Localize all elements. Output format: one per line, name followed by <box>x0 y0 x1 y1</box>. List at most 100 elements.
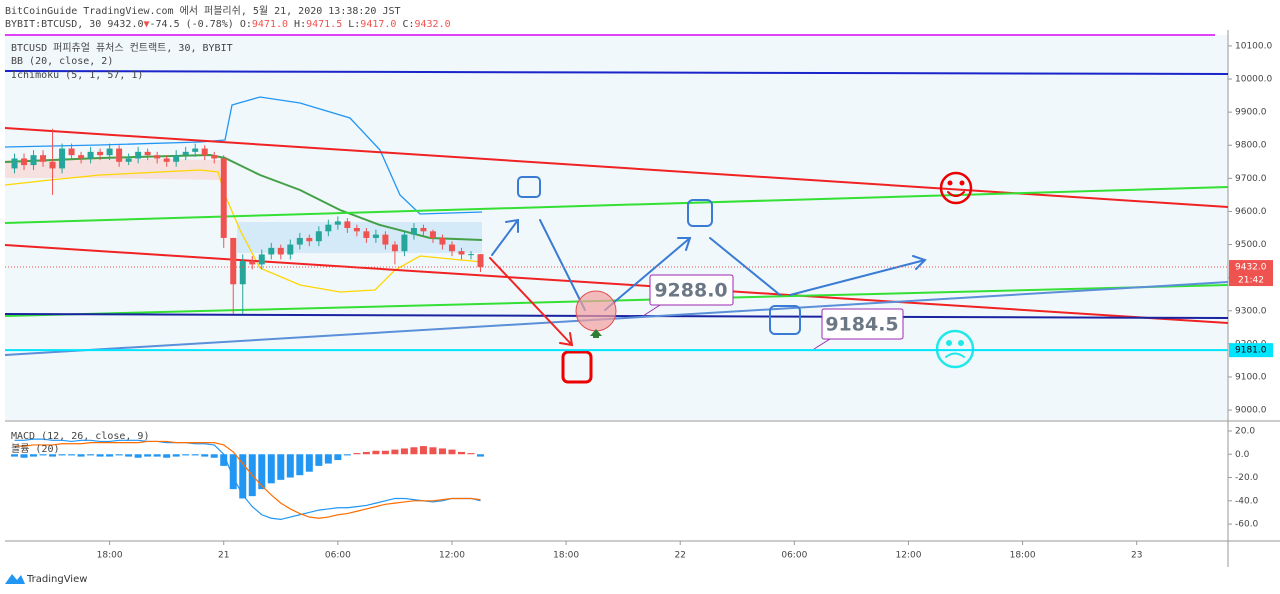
candle-body <box>467 254 474 256</box>
y-tick-label: -20.0 <box>1235 473 1259 483</box>
histogram-bar <box>286 454 294 478</box>
indicator-label: Ichimoku (5, 1, 57, 1) <box>11 70 143 81</box>
x-tick-label: 18:00 <box>1010 551 1036 561</box>
candle-body <box>163 158 170 162</box>
countdown-label: 21:42 <box>1238 276 1264 286</box>
y-tick-label: 9000.0 <box>1235 406 1267 416</box>
histogram-bar <box>267 454 275 484</box>
eye <box>958 340 964 346</box>
y-tick-label: 9800.0 <box>1235 141 1267 151</box>
y-tick-label: 9500.0 <box>1235 240 1267 250</box>
candle-body <box>78 155 85 159</box>
candle-body <box>306 237 313 242</box>
c: 9432.0 <box>415 19 451 30</box>
histogram-bar <box>372 450 380 455</box>
histogram-bar <box>153 454 161 457</box>
smiley <box>939 171 973 205</box>
x-tick-label: 18:00 <box>97 551 123 561</box>
candle-body <box>458 251 465 255</box>
arrow <box>789 255 927 296</box>
hline-badge <box>1229 343 1273 358</box>
o-label: O: <box>240 19 252 30</box>
candle-body <box>325 224 332 232</box>
histogram-bar <box>324 454 332 464</box>
candle-body <box>125 158 132 162</box>
y-tick-label: -40.0 <box>1235 496 1259 506</box>
candle-body <box>135 151 142 159</box>
x-tick-label: 12:00 <box>895 551 921 561</box>
candle-body <box>353 227 360 232</box>
histogram-bar <box>201 454 209 457</box>
highlight-circle <box>575 290 617 332</box>
arrow <box>709 237 781 296</box>
candle-body <box>344 221 351 228</box>
hline-badge-label: 9181.0 <box>1235 346 1267 356</box>
histogram-bar <box>477 454 485 457</box>
histogram-bar <box>419 446 427 455</box>
y-tick-label: 9700.0 <box>1235 174 1267 184</box>
histogram-bar <box>438 448 446 455</box>
candle-body <box>296 237 303 245</box>
callout-label: 9184.5 <box>825 314 898 336</box>
arrow <box>489 257 574 347</box>
candle-body <box>49 161 56 169</box>
histogram-bar <box>11 454 19 457</box>
candle-body <box>154 155 161 159</box>
candle-body <box>363 231 370 238</box>
histogram-bar <box>39 454 47 456</box>
arrow <box>604 237 692 311</box>
arrow <box>491 218 519 256</box>
y-tick-label: 9600.0 <box>1235 207 1267 217</box>
histogram-bar <box>58 454 66 456</box>
x-tick-label: 18:00 <box>553 551 579 561</box>
candle-body <box>201 148 208 156</box>
y-tick-label: -60.0 <box>1235 520 1259 530</box>
histogram-bar <box>448 449 456 455</box>
histogram-bar <box>229 454 237 490</box>
y-tick-label: 9900.0 <box>1235 108 1267 118</box>
c-label: C: <box>402 19 414 30</box>
frown <box>945 352 965 358</box>
histogram-bar <box>381 450 389 455</box>
x-tick-label: 06:00 <box>325 551 351 561</box>
candle-body <box>144 151 151 156</box>
x-tick-label: 23 <box>1131 551 1142 561</box>
histogram-bar <box>362 451 370 455</box>
candle-body <box>30 155 37 166</box>
candle-body <box>68 148 75 156</box>
histogram-bar <box>77 454 85 457</box>
y-tick-label: 10100.0 <box>1235 41 1272 51</box>
histogram-bar <box>106 454 114 457</box>
symbol: BYBIT:BTCUSD, 30 <box>5 19 101 30</box>
histogram-bar <box>20 454 28 458</box>
candle-body <box>220 158 227 238</box>
smile <box>947 191 965 197</box>
histogram-bar <box>220 454 228 466</box>
volume-title: 볼륨 (20) <box>11 443 60 455</box>
brand: TradingView <box>26 574 87 585</box>
candle-body <box>239 261 246 285</box>
histogram-bar <box>334 454 342 461</box>
y-tick-label: 10000.0 <box>1235 75 1272 85</box>
trendline <box>4 186 1229 224</box>
histogram-bar <box>125 454 133 457</box>
histogram-bar <box>429 447 437 455</box>
drawings <box>489 171 975 384</box>
histogram-bar <box>115 454 123 456</box>
price-badge <box>1229 260 1273 287</box>
l-label: L: <box>348 19 360 30</box>
candle-body <box>11 158 18 169</box>
histogram-bar <box>258 454 266 490</box>
trendline <box>4 313 1229 319</box>
bb-lower <box>4 169 483 293</box>
eye <box>946 340 952 346</box>
trendline <box>4 244 1229 324</box>
histogram-bar <box>277 454 285 480</box>
histogram-bar <box>191 454 199 456</box>
histogram-bar <box>30 454 38 457</box>
y-tick-label: 0.0 <box>1235 450 1250 460</box>
x-tick-label: 21 <box>218 551 229 561</box>
logo <box>5 574 25 584</box>
histogram-bar <box>305 454 313 472</box>
candle-body <box>334 221 341 225</box>
